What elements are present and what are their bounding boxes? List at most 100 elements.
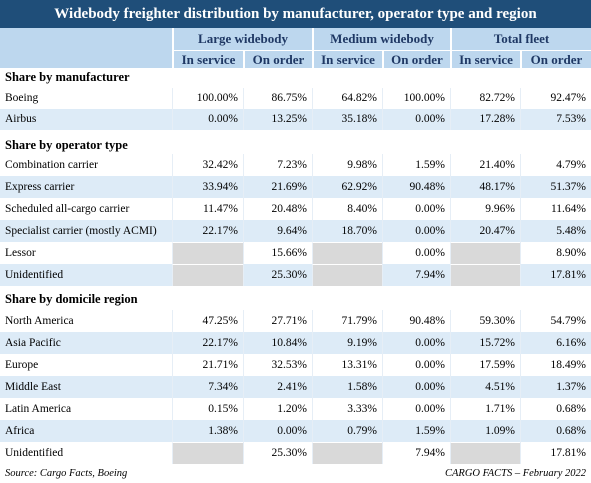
cell: 0.00% bbox=[382, 376, 450, 398]
column-header: In service bbox=[312, 50, 382, 68]
cell: 7.94% bbox=[382, 442, 450, 464]
empty-cell bbox=[450, 242, 520, 264]
cell: 47.25% bbox=[172, 310, 243, 332]
cell: 7.23% bbox=[243, 154, 312, 176]
cell: 0.15% bbox=[172, 398, 243, 420]
cell: 62.92% bbox=[312, 176, 382, 198]
row-label: Asia Pacific bbox=[0, 332, 172, 354]
column-header: In service bbox=[450, 50, 520, 68]
cell: 10.84% bbox=[243, 332, 312, 354]
cell: 20.48% bbox=[243, 198, 312, 220]
row-label: Scheduled all-cargo carrier bbox=[0, 198, 172, 220]
row-label: Middle East bbox=[0, 376, 172, 398]
row-label: Lessor bbox=[0, 242, 172, 264]
cell: 13.31% bbox=[312, 354, 382, 376]
cell: 71.79% bbox=[312, 310, 382, 332]
table-title: Widebody freighter distribution by manuf… bbox=[0, 0, 591, 28]
cell: 11.64% bbox=[520, 198, 591, 220]
cell: 0.79% bbox=[312, 420, 382, 442]
cell: 92.47% bbox=[520, 88, 591, 109]
row-label: Airbus bbox=[0, 109, 172, 130]
cell: 13.25% bbox=[243, 109, 312, 130]
row-label: Unidentified bbox=[0, 264, 172, 286]
group-header: Large widebody bbox=[172, 28, 312, 50]
section-title: Share by operator type bbox=[5, 138, 128, 152]
cell: 0.00% bbox=[382, 332, 450, 354]
source-note: Source: Cargo Facts, Boeing bbox=[5, 468, 128, 479]
cell: 7.34% bbox=[172, 376, 243, 398]
cell: 51.37% bbox=[520, 176, 591, 198]
cell: 8.40% bbox=[312, 198, 382, 220]
cell: 5.48% bbox=[520, 220, 591, 242]
cell: 0.00% bbox=[382, 242, 450, 264]
section-title: Share by domicile region bbox=[5, 292, 138, 306]
empty-cell bbox=[312, 442, 382, 464]
empty-cell bbox=[172, 442, 243, 464]
cell: 21.69% bbox=[243, 176, 312, 198]
column-header: On order bbox=[520, 50, 591, 68]
cell: 0.00% bbox=[382, 220, 450, 242]
cell: 9.98% bbox=[312, 154, 382, 176]
cell: 22.17% bbox=[172, 220, 243, 242]
cell: 21.71% bbox=[172, 354, 243, 376]
cell: 9.96% bbox=[450, 198, 520, 220]
row-label: North America bbox=[0, 310, 172, 332]
row-label: Specialist carrier (mostly ACMI) bbox=[0, 220, 172, 242]
cell: 0.00% bbox=[382, 109, 450, 130]
cell: 22.17% bbox=[172, 332, 243, 354]
cell: 1.38% bbox=[172, 420, 243, 442]
cell: 1.58% bbox=[312, 376, 382, 398]
column-header: In service bbox=[172, 50, 243, 68]
cell: 86.75% bbox=[243, 88, 312, 109]
column-header: On order bbox=[243, 50, 312, 68]
column-header: On order bbox=[382, 50, 450, 68]
group-header: Total fleet bbox=[450, 28, 591, 50]
cell: 1.59% bbox=[382, 154, 450, 176]
cell: 54.79% bbox=[520, 310, 591, 332]
cell: 1.20% bbox=[243, 398, 312, 420]
cell: 48.17% bbox=[450, 176, 520, 198]
cell: 82.72% bbox=[450, 88, 520, 109]
cell: 17.28% bbox=[450, 109, 520, 130]
row-label: Express carrier bbox=[0, 176, 172, 198]
cell: 0.00% bbox=[172, 109, 243, 130]
cell: 90.48% bbox=[382, 310, 450, 332]
cell: 2.41% bbox=[243, 376, 312, 398]
cell: 17.59% bbox=[450, 354, 520, 376]
cell: 8.90% bbox=[520, 242, 591, 264]
empty-cell bbox=[312, 242, 382, 264]
cell: 15.72% bbox=[450, 332, 520, 354]
empty-cell bbox=[450, 442, 520, 464]
row-label: Boeing bbox=[0, 88, 172, 109]
cell: 100.00% bbox=[172, 88, 243, 109]
cell: 0.00% bbox=[382, 198, 450, 220]
cell: 17.81% bbox=[520, 264, 591, 286]
cell: 15.66% bbox=[243, 242, 312, 264]
empty-cell bbox=[312, 264, 382, 286]
header-corner bbox=[0, 28, 172, 68]
cell: 0.68% bbox=[520, 398, 591, 420]
cell: 32.42% bbox=[172, 154, 243, 176]
cell: 59.30% bbox=[450, 310, 520, 332]
cell: 21.40% bbox=[450, 154, 520, 176]
row-label: Africa bbox=[0, 420, 172, 442]
cell: 1.09% bbox=[450, 420, 520, 442]
cell: 9.64% bbox=[243, 220, 312, 242]
cell: 0.00% bbox=[382, 354, 450, 376]
cell: 4.51% bbox=[450, 376, 520, 398]
group-header: Medium widebody bbox=[312, 28, 450, 50]
cell: 9.19% bbox=[312, 332, 382, 354]
section-title: Share by manufacturer bbox=[5, 70, 130, 84]
cell: 32.53% bbox=[243, 354, 312, 376]
row-label: Combination carrier bbox=[0, 154, 172, 176]
row-label: Unidentified bbox=[0, 442, 172, 464]
cell: 7.94% bbox=[382, 264, 450, 286]
credit-note: CARGO FACTS – February 2022 bbox=[445, 468, 586, 479]
cell: 7.53% bbox=[520, 109, 591, 130]
cell: 1.37% bbox=[520, 376, 591, 398]
cell: 4.79% bbox=[520, 154, 591, 176]
cell: 27.71% bbox=[243, 310, 312, 332]
cell: 0.00% bbox=[382, 398, 450, 420]
cell: 25.30% bbox=[243, 264, 312, 286]
